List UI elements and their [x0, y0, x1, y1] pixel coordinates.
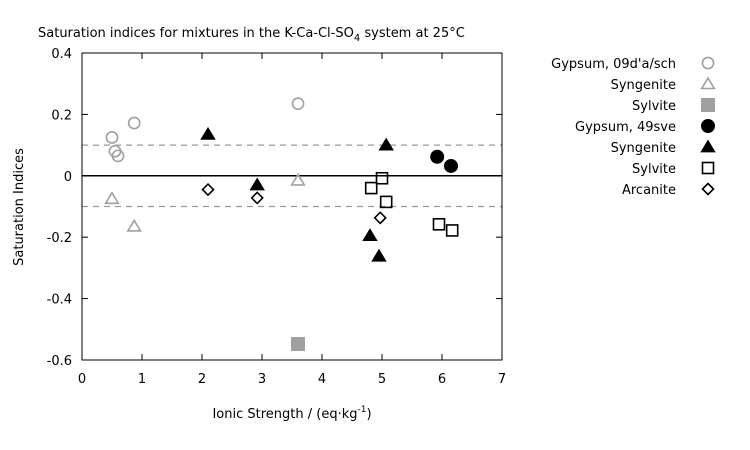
- legend: Gypsum, 09d'a/sch Syngenite Sylvite Gypsum,…: [551, 56, 716, 198]
- data-point: [445, 224, 459, 237]
- legend-label: Arcanite: [622, 183, 676, 198]
- data-point: [444, 158, 458, 173]
- chart-title-main: Saturation indices for mixtures in the K…: [38, 26, 354, 41]
- legend-label: Sylvite: [632, 99, 676, 114]
- data-point: [373, 211, 387, 225]
- y-axis: -0.6 -0.4 -0.2 0 0.2 0.4: [47, 47, 502, 369]
- legend-label: Syngenite: [611, 141, 676, 156]
- chart-title-subscript: 4: [354, 33, 360, 44]
- data-point: [432, 218, 446, 231]
- legend-item: Syngenite: [611, 76, 716, 93]
- legend-item: Arcanite: [622, 182, 715, 198]
- legend-marker: [701, 161, 715, 175]
- x-axis-label-suffix: ): [366, 407, 371, 422]
- legend-marker: [701, 182, 715, 196]
- x-tick-label: 1: [138, 372, 146, 387]
- data-point: [127, 116, 141, 130]
- legend-label: Sylvite: [632, 162, 676, 177]
- plot-frame: [81, 52, 503, 361]
- x-tick-label: 0: [78, 372, 86, 387]
- data-point: [364, 181, 378, 195]
- series-3: [430, 149, 458, 173]
- x-axis-label-superscript: -1: [357, 405, 366, 415]
- x-axis: 0 1 2 3 4 5 6 7: [78, 53, 506, 387]
- reference-lines: [82, 144, 502, 208]
- y-tick-label: 0.2: [51, 108, 72, 123]
- series-0: [105, 97, 305, 163]
- y-tick-label: -0.4: [47, 293, 72, 308]
- legend-item: Sylvite: [632, 98, 715, 114]
- y-tick-label: -0.6: [47, 354, 72, 369]
- data-point: [290, 172, 306, 186]
- data-point: [379, 195, 393, 209]
- data-point: [250, 191, 264, 205]
- x-axis-label-main: Ionic Strength / (eq·kg: [212, 407, 357, 422]
- series-5: [364, 171, 459, 237]
- x-tick-label: 6: [438, 372, 446, 387]
- legend-label: Gypsum, 49sve: [575, 120, 676, 135]
- x-tick-label: 3: [258, 372, 266, 387]
- y-tick-label: 0: [64, 170, 72, 185]
- x-tick-label: 2: [198, 372, 206, 387]
- data-point: [105, 131, 119, 144]
- data-point: [378, 137, 394, 151]
- data-point: [201, 182, 215, 197]
- legend-label: Syngenite: [611, 78, 676, 93]
- data-point: [375, 171, 389, 185]
- data-point: [371, 248, 387, 262]
- x-tick-label: 4: [318, 372, 326, 387]
- data-point: [200, 126, 216, 140]
- series-1: [104, 172, 306, 232]
- data-point: [291, 337, 305, 352]
- data-points: [104, 97, 459, 352]
- chart-title: Saturation indices for mixtures in the K…: [38, 26, 465, 44]
- legend-item: Gypsum, 49sve: [575, 119, 715, 135]
- legend-item: Gypsum, 09d'a/sch: [551, 56, 715, 72]
- y-tick-label: -0.2: [47, 231, 72, 246]
- data-point: [126, 218, 142, 232]
- series-6: [201, 182, 387, 225]
- data-point: [104, 191, 120, 205]
- series-2: [291, 337, 305, 352]
- legend-marker: [700, 139, 716, 153]
- legend-item: Sylvite: [632, 161, 715, 177]
- legend-marker: [701, 98, 715, 112]
- legend-marker: [701, 56, 715, 70]
- legend-marker: [701, 119, 715, 133]
- x-tick-label: 7: [498, 372, 506, 387]
- data-point: [111, 149, 125, 163]
- series-4: [200, 126, 394, 262]
- y-tick-label: 0.4: [51, 47, 72, 62]
- chart-title-suffix: system at 25°C: [360, 26, 465, 41]
- x-tick-label: 5: [378, 372, 386, 387]
- legend-item: Syngenite: [611, 139, 716, 156]
- x-axis-label: Ionic Strength / (eq·kg-1): [212, 405, 371, 422]
- legend-marker: [700, 76, 716, 90]
- data-point: [291, 97, 305, 111]
- data-point: [362, 228, 378, 242]
- legend-label: Gypsum, 09d'a/sch: [551, 57, 676, 72]
- y-axis-label: Saturation Indices: [12, 148, 27, 266]
- data-point: [430, 149, 445, 164]
- data-point: [249, 177, 265, 191]
